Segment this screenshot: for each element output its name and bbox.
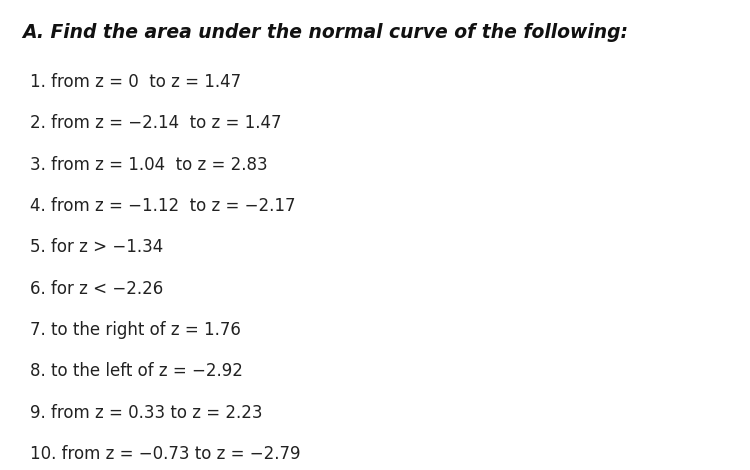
Text: 8. to the left of z = −2.92: 8. to the left of z = −2.92 — [30, 362, 243, 380]
Text: 4. from z = −1.12  to z = −2.17: 4. from z = −1.12 to z = −2.17 — [30, 197, 296, 215]
Text: 6. for z < −2.26: 6. for z < −2.26 — [30, 280, 164, 298]
Text: 10. from z = −0.73 to z = −2.79: 10. from z = −0.73 to z = −2.79 — [30, 445, 301, 463]
Text: 2. from z = −2.14  to z = 1.47: 2. from z = −2.14 to z = 1.47 — [30, 114, 281, 132]
Text: 5. for z > −1.34: 5. for z > −1.34 — [30, 238, 164, 256]
Text: A. Find the area under the normal curve of the following:: A. Find the area under the normal curve … — [22, 24, 628, 42]
Text: 7. to the right of z = 1.76: 7. to the right of z = 1.76 — [30, 321, 241, 339]
Text: 3. from z = 1.04  to z = 2.83: 3. from z = 1.04 to z = 2.83 — [30, 156, 268, 173]
Text: 1. from z = 0  to z = 1.47: 1. from z = 0 to z = 1.47 — [30, 73, 242, 91]
Text: 9. from z = 0.33 to z = 2.23: 9. from z = 0.33 to z = 2.23 — [30, 404, 262, 422]
